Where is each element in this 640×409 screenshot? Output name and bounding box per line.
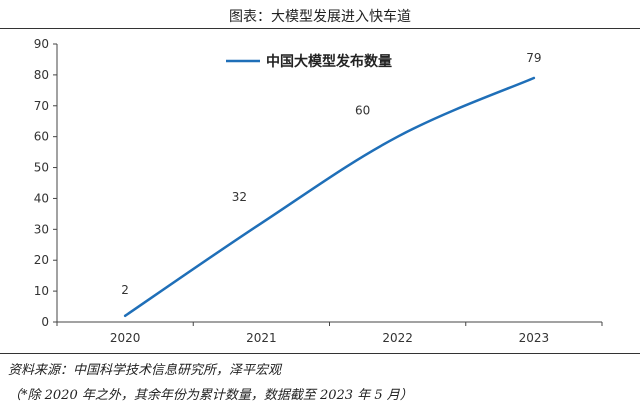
x-tick-label: 2022 [382,331,413,345]
y-tick-label: 20 [34,253,49,267]
footnote: （*除 2020 年之外，其余年份为累计数量，数据截至 2023 年 5 月） [8,388,413,403]
chart-series [123,76,536,318]
source-note: 资料来源：中国科学技术信息研究所，泽平宏观 [8,363,282,378]
data-label: 60 [355,104,370,118]
y-tick-label: 70 [34,99,49,113]
x-tick-label: 2020 [110,331,141,345]
line-chart: 0 10 20 30 40 50 60 70 80 90 2020 2021 2022 2023 2 32… [34,37,603,345]
y-tick-label: 30 [34,222,49,236]
legend-label: 中国大模型发布数量 [266,53,392,70]
footer-divider [0,353,640,354]
chart-title: 图表：大模型发展进入快车道 [229,9,411,25]
series-line [123,76,536,318]
y-tick-label: 40 [34,191,49,205]
x-axis-ticks: 2020 2021 2022 2023 [56,322,603,345]
data-labels: 2 32 60 79 [121,51,541,297]
y-tick-label: 80 [34,68,49,82]
y-axis-ticks: 0 10 20 30 40 50 60 70 80 90 [34,37,57,329]
chart-legend: 中国大模型发布数量 [226,53,392,70]
y-tick-label: 50 [34,161,49,175]
x-tick-label: 2023 [519,331,550,345]
title-divider [0,28,640,29]
x-tick-label: 2021 [246,331,277,345]
chart-axes [56,44,602,323]
y-tick-label: 0 [41,315,49,329]
y-tick-label: 90 [34,37,49,51]
data-label: 32 [232,190,247,204]
data-label: 2 [121,283,129,297]
data-label: 79 [526,51,541,65]
y-tick-label: 60 [34,130,49,144]
y-tick-label: 10 [34,284,49,298]
